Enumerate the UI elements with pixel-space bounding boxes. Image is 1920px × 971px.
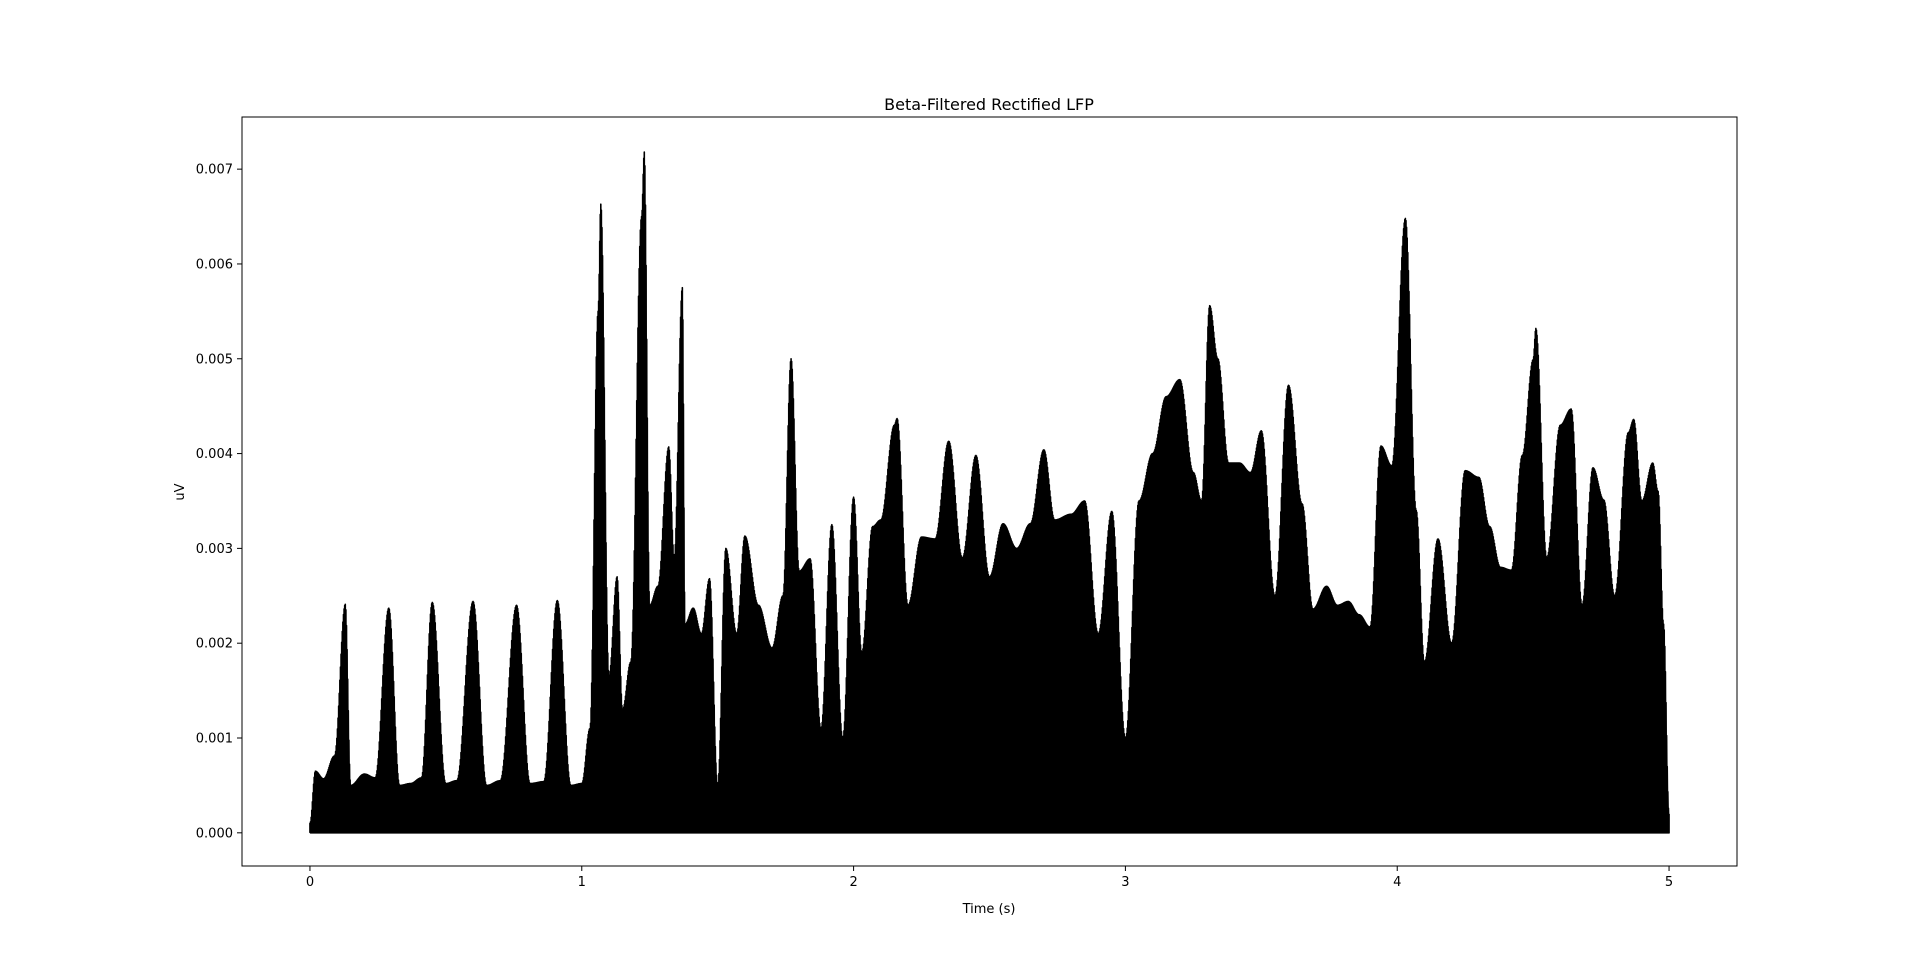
- x-tick-label-1: 1: [578, 875, 586, 890]
- y-tick-label-4: 0.004: [196, 447, 233, 462]
- y-tick-label-5: 0.005: [196, 352, 233, 367]
- y-tick-label-3: 0.003: [196, 542, 233, 557]
- y-axis-label: uV: [173, 483, 188, 500]
- x-axis: 0 1 2 3 4 5: [306, 866, 1673, 890]
- y-tick-label-0: 0.000: [196, 826, 233, 841]
- y-tick-label-2: 0.002: [196, 637, 233, 652]
- series-line-0: [309, 151, 1670, 834]
- x-tick-label-4: 4: [1393, 875, 1401, 890]
- y-axis: 0.000 0.001 0.002 0.003 0.004 0.005 0.006 0.007: [196, 163, 242, 841]
- x-tick-label-2: 2: [849, 875, 857, 890]
- axes-frame: [241, 116, 1738, 867]
- plot-area: [309, 151, 1670, 834]
- x-axis-label: Time (s): [962, 902, 1016, 917]
- x-tick-label-5: 5: [1665, 875, 1673, 890]
- y-tick-label-1: 0.001: [196, 732, 233, 747]
- y-tick-label-7: 0.007: [196, 163, 233, 178]
- x-tick-label-3: 3: [1121, 875, 1129, 890]
- y-tick-label-6: 0.006: [196, 257, 233, 272]
- x-tick-label-0: 0: [306, 875, 314, 890]
- chart-title: Beta-Filtered Rectified LFP: [884, 95, 1094, 114]
